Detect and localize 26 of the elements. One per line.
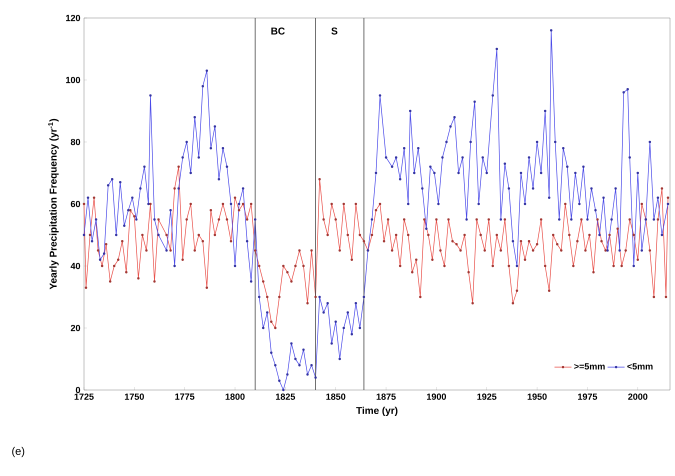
y-tick-label: 80 (70, 138, 80, 146)
ref-line-label: S (331, 28, 338, 35)
x-tick-label: 1825 (276, 394, 296, 400)
y-tick-label: 120 (66, 14, 80, 22)
x-tick-label: 1950 (528, 394, 547, 400)
x-tick-label: 1775 (175, 394, 194, 400)
x-tick-label: 1975 (578, 394, 598, 400)
x-tick-label: 1850 (326, 394, 346, 400)
legend-label: >=5mm (574, 363, 605, 370)
y-tick-label: 40 (70, 262, 80, 270)
x-tick-label: 2000 (628, 394, 648, 400)
x-axis-title: Time (yr) (356, 406, 398, 416)
x-tick-label: 1925 (477, 394, 496, 400)
x-tick-label: 1800 (226, 394, 245, 400)
ref-line-label: BC (271, 28, 285, 35)
x-tick-label: 1725 (74, 394, 94, 400)
y-tick-label: 60 (70, 200, 80, 208)
x-tick-label: 1900 (427, 394, 446, 400)
y-tick-label: 0 (76, 386, 80, 394)
y-axis-title: Yearly Precipitation Frequency (yr$^{-1}$) (48, 118, 59, 290)
x-tick-label: 1750 (124, 394, 144, 400)
text: (e) (12, 446, 24, 458)
y-tick-label: 20 (70, 324, 80, 332)
legend-label: <5mm (627, 363, 653, 370)
y-tick-label: 100 (66, 76, 80, 84)
x-tick-label: 1875 (376, 394, 396, 400)
